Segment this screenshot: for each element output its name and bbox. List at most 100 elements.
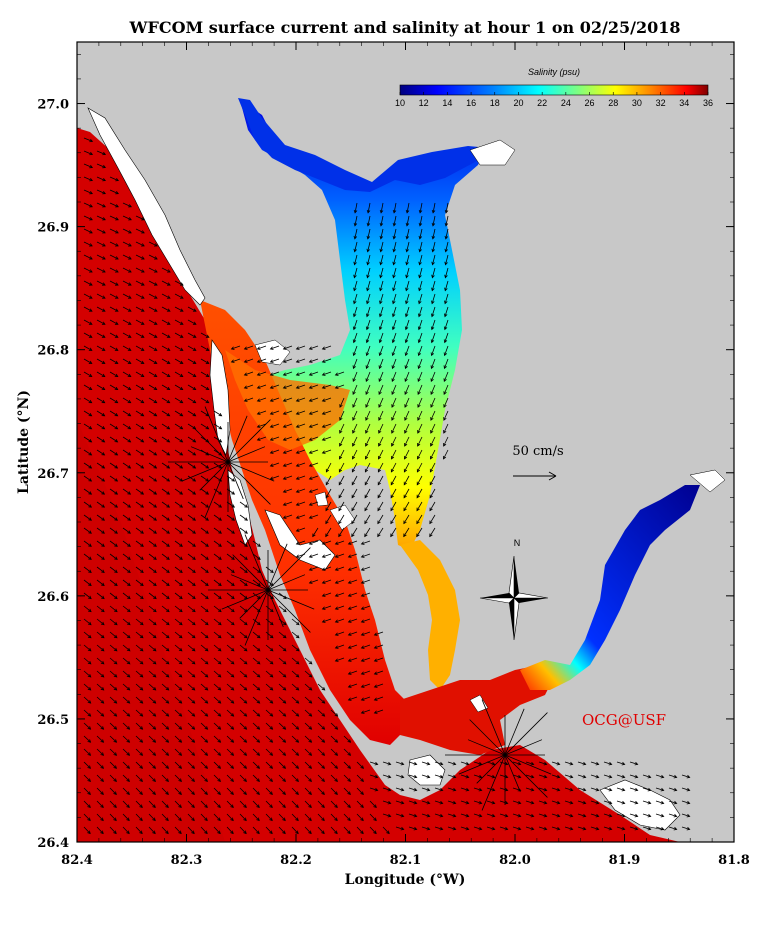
- current-vector: [296, 371, 306, 376]
- current-vector-head: [217, 817, 221, 822]
- current-vector-head: [295, 726, 300, 730]
- current-vector-head: [673, 813, 678, 818]
- current-vector: [109, 423, 118, 430]
- current-vector: [135, 306, 145, 312]
- current-vector: [416, 527, 423, 537]
- current-vector-head: [582, 826, 587, 831]
- current-vector: [444, 280, 449, 291]
- current-vector: [270, 397, 280, 402]
- current-vector: [122, 319, 132, 325]
- current-vector: [382, 774, 391, 778]
- current-vector: [629, 813, 638, 817]
- current-vector-head: [321, 424, 326, 428]
- gasparilla-island: [209, 339, 231, 456]
- current-vector: [391, 371, 397, 382]
- upper-river-islands: [469, 139, 726, 493]
- current-vector-head: [634, 787, 639, 792]
- current-vector-head: [465, 774, 470, 779]
- current-vector: [317, 748, 325, 756]
- current-vector: [655, 774, 664, 778]
- current-vector: [348, 683, 358, 688]
- current-vector: [431, 306, 436, 317]
- current-vector-head: [127, 295, 132, 299]
- current-vector-head: [339, 442, 343, 447]
- current-vector: [406, 254, 410, 265]
- current-vector: [226, 553, 235, 560]
- current-vector-head: [166, 321, 171, 325]
- current-vector-head: [192, 556, 196, 560]
- current-vector: [239, 774, 247, 782]
- current-vector-head: [87, 660, 92, 665]
- pass-flow-vector: [232, 554, 269, 591]
- current-vector: [421, 787, 430, 791]
- current-vector-head: [204, 673, 209, 678]
- current-vector: [83, 345, 93, 351]
- current-vector: [443, 397, 449, 408]
- current-vector: [148, 449, 157, 456]
- current-vector: [252, 683, 260, 691]
- current-vector: [283, 462, 293, 467]
- current-vector: [109, 566, 118, 573]
- current-vector-head: [452, 787, 457, 792]
- current-vector-head: [673, 787, 678, 792]
- current-vector: [96, 696, 104, 704]
- current-vector: [296, 527, 306, 532]
- current-vector-head: [113, 621, 118, 626]
- current-vector: [174, 384, 183, 390]
- current-vector-head: [634, 761, 639, 766]
- current-vector-head: [256, 791, 260, 796]
- current-vector: [239, 592, 248, 599]
- current-vector-head: [339, 404, 343, 408]
- current-vector-head: [140, 399, 145, 404]
- current-vector: [551, 761, 560, 765]
- current-vector-head: [101, 347, 106, 351]
- current-vector: [361, 540, 371, 545]
- current-vector-head: [88, 465, 93, 469]
- current-vector-head: [530, 800, 535, 805]
- current-vector: [317, 735, 325, 743]
- current-vector: [226, 761, 234, 769]
- current-vector-head: [491, 774, 496, 779]
- current-vector: [239, 657, 248, 665]
- y-tick-label: 26.5: [37, 713, 69, 728]
- y-tick-label: 26.7: [37, 467, 69, 482]
- current-vector: [239, 631, 248, 639]
- current-vector-head: [87, 621, 92, 626]
- current-vector: [109, 397, 118, 404]
- current-vector: [418, 319, 423, 330]
- current-vector: [83, 514, 92, 521]
- current-vector-head: [543, 826, 548, 831]
- current-vector: [430, 462, 436, 473]
- current-vector: [616, 774, 625, 778]
- current-vector: [200, 644, 209, 652]
- current-vector: [148, 644, 157, 652]
- current-vector-head: [373, 645, 378, 649]
- current-vector-head: [140, 452, 145, 456]
- current-vector-head: [191, 621, 196, 626]
- current-vector-head: [191, 791, 195, 796]
- current-vector: [200, 384, 209, 390]
- current-vector: [382, 826, 390, 834]
- current-vector-head: [166, 504, 171, 508]
- current-vector-head: [269, 476, 274, 480]
- current-vector-head: [88, 426, 93, 430]
- current-vector-head: [204, 687, 209, 691]
- current-vector-head: [192, 321, 197, 325]
- current-vector-head: [230, 346, 235, 350]
- current-vector-head: [256, 385, 261, 389]
- current-vector: [187, 748, 195, 756]
- current-vector: [213, 826, 221, 834]
- current-vector: [161, 670, 170, 678]
- current-vector-head: [217, 804, 221, 809]
- current-vector-head: [352, 352, 357, 357]
- current-vector-head: [218, 556, 222, 560]
- current-vector-head: [230, 752, 235, 756]
- current-vector: [148, 670, 157, 678]
- current-vector: [187, 436, 196, 443]
- current-vector: [148, 267, 158, 273]
- current-vector-head: [140, 491, 145, 495]
- current-vector-head: [256, 804, 260, 809]
- current-vector: [174, 423, 183, 430]
- current-vector-head: [404, 417, 408, 421]
- current-vector: [174, 709, 182, 717]
